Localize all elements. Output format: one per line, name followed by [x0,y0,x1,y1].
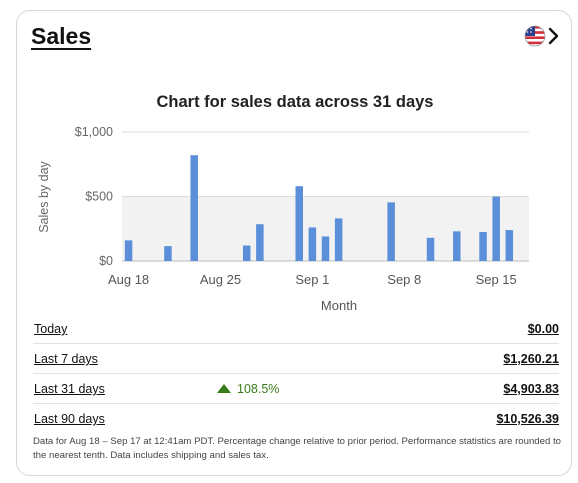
stats-row: Today $0.00 [33,314,559,344]
y-tick-label: $1,000 [75,125,113,139]
sales-bar[interactable] [124,240,133,261]
stats-period-link[interactable]: Today [34,322,68,336]
y-tick-label: $500 [85,190,113,204]
stats-amount-link[interactable]: $10,526.39 [496,412,559,426]
x-axis-label: Month [321,298,357,311]
percent-change-value: 108.5% [237,382,280,396]
sales-title-link[interactable]: Sales [31,23,92,49]
sales-bar[interactable] [321,236,330,261]
sales-bar[interactable] [505,230,514,261]
sales-chart: Chart for sales data across 31 days $0 $5… [37,93,529,311]
sales-bar[interactable] [190,155,198,261]
percent-change: 108.5% [217,382,279,396]
chart-title: Chart for sales data across 31 days [157,93,434,111]
sales-bar[interactable] [242,245,251,261]
x-tick-label: Sep 1 [295,272,329,287]
stats-amount-link[interactable]: $4,903.83 [503,382,559,396]
y-axis-label: Sales by day [37,160,51,232]
y-tick-label: $0 [99,254,113,268]
stats-row: Last 90 days $10,526.39 [33,404,559,433]
stats-period-link[interactable]: Last 31 days [34,382,105,396]
trend-up-icon [217,384,231,393]
stats-amount-link[interactable]: $1,260.21 [503,352,559,366]
sales-bar[interactable] [334,218,343,261]
sales-bar[interactable] [295,186,303,261]
x-tick-label: Sep 8 [387,272,421,287]
sales-card: Sales Chart for sales data across 31 day… [16,10,572,476]
sales-bar[interactable] [164,246,172,261]
sales-bar[interactable] [492,196,500,262]
stats-row: Last 31 days 108.5% $4,903.83 [33,374,559,404]
x-tick-label: Sep 15 [476,272,517,287]
x-tick-label: Aug 18 [108,272,149,287]
sales-bar[interactable] [387,202,395,261]
region-selector-button[interactable] [524,25,568,49]
x-tick-label: Aug 25 [200,272,241,287]
stats-period-link[interactable]: Last 90 days [34,412,105,426]
sales-stats-list: Today $0.00 Last 7 days $1,260.21 Last 31 da… [33,314,559,433]
sales-bar[interactable] [453,231,461,261]
sales-bar[interactable] [479,231,487,261]
chevron-right-icon [548,27,559,45]
stats-row: Last 7 days $1,260.21 [33,344,559,374]
stats-period-link[interactable]: Last 7 days [34,352,98,366]
sales-bar[interactable] [426,237,435,261]
us-flag-icon [524,25,546,47]
data-footnote: Data for Aug 18 – Sep 17 at 12:41am PDT.… [33,436,561,461]
sales-bar[interactable] [256,224,264,261]
sales-bar[interactable] [308,227,317,261]
stats-amount-link[interactable]: $0.00 [527,322,559,336]
